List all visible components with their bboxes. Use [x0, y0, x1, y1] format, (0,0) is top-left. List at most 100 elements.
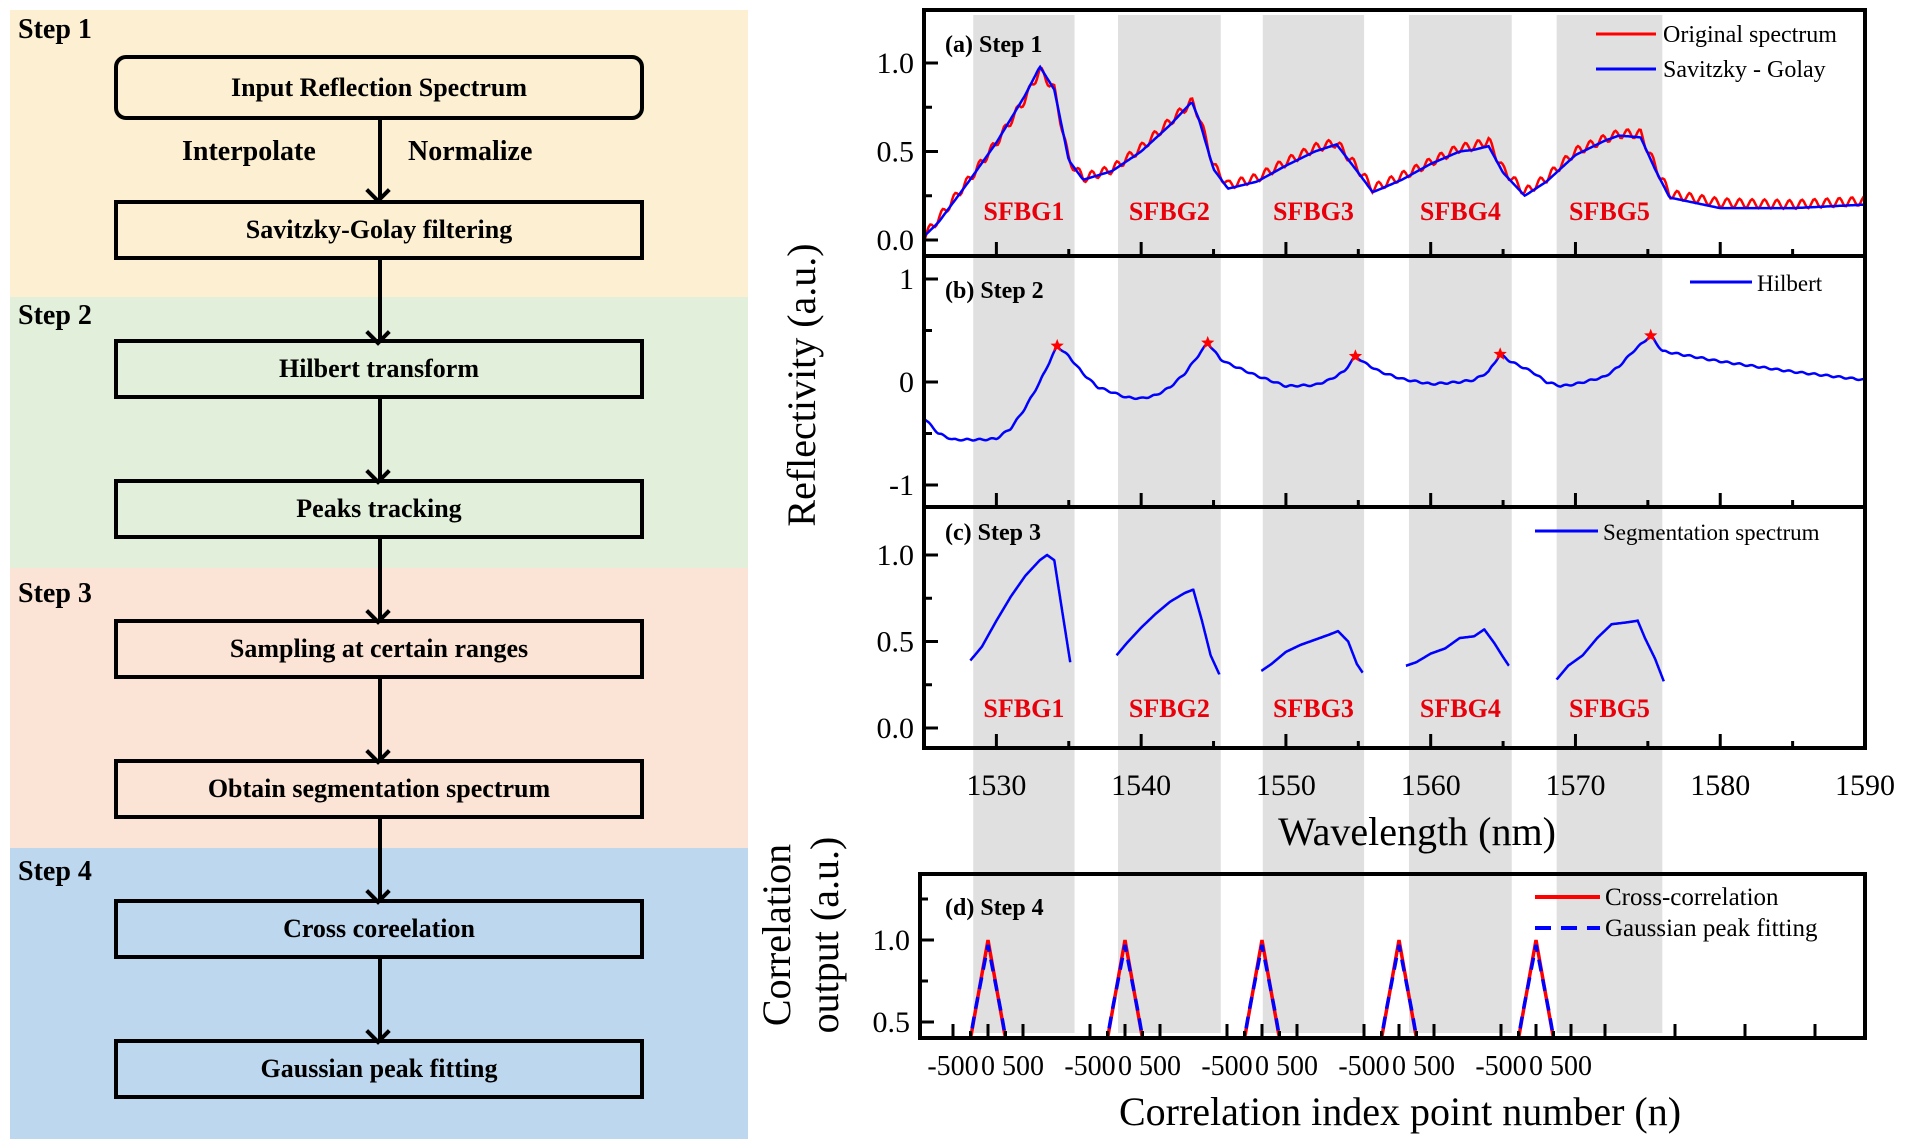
legend-cross-correlation: Cross-correlation — [1605, 884, 1779, 911]
y-axis-label-correlation-line2: output (a.u.) — [802, 837, 847, 1034]
text-layer: Reflectivity (a.u.) Wavelength (nm) Corr… — [754, 22, 1837, 1134]
y-axis-label-correlation-line1: Correlation — [754, 844, 799, 1026]
band-label-c-sfbg1: SFBG1 — [983, 694, 1064, 723]
band-label-c-sfbg3: SFBG3 — [1273, 694, 1354, 723]
x-tick-label-d: -500 — [927, 1051, 978, 1082]
x-tick-label-d: 500 — [1550, 1051, 1592, 1082]
highlight-bands — [973, 15, 1663, 1033]
y-axis-label-correlation: Correlation output (a.u.) — [754, 837, 847, 1034]
input-reflection-spectrum-box: Input Reflection Spectrum — [114, 55, 644, 120]
x-tick-label: 1560 — [1401, 769, 1461, 802]
x-tick-label-d: 500 — [1413, 1051, 1455, 1082]
flowchart: Step 1 Step 2 Step 3 Step 4 Input Reflec… — [0, 0, 760, 1143]
peak-star-marker — [1050, 338, 1064, 352]
legend-lines — [1535, 32, 1752, 930]
band-label-a-sfbg1: SFBG1 — [983, 197, 1064, 226]
panel-a-title: (a) Step 1 — [945, 32, 1042, 58]
normalize-label: Normalize — [408, 136, 533, 167]
series-c-segment-sfbg1 — [969, 553, 1072, 663]
peak-star-marker — [1493, 347, 1507, 360]
x-tick-label: 1580 — [1690, 769, 1750, 802]
y-tick-label-b: -1 — [889, 469, 914, 502]
x-tick-label-d: -500 — [1201, 1051, 1252, 1082]
band-label-c-sfbg5: SFBG5 — [1569, 694, 1650, 723]
savitzky-golay-box: Savitzky-Golay filtering — [114, 200, 644, 260]
x-tick-label: 1530 — [966, 769, 1026, 802]
frame-layer: 1530 1540 1550 1560 1570 1580 1590 0.0 0.5 1.0 -1 0… — [873, 8, 1895, 1082]
series-c-segment-sfbg3 — [1260, 629, 1364, 674]
y-tick-label-c: 0.5 — [877, 626, 915, 659]
x-axis-label-wavelength: Wavelength (nm) — [1278, 809, 1556, 854]
x-tick-label: 1570 — [1545, 769, 1605, 802]
hilbert-transform-box: Hilbert transform — [114, 339, 644, 399]
plot-frame-abc — [922, 8, 1867, 750]
y-tick-label-d: 1.0 — [873, 924, 911, 957]
y-tick-label-a: 0.0 — [877, 224, 915, 257]
interpolate-label: Interpolate — [182, 136, 316, 167]
series-d-cross-correlation-2 — [1105, 939, 1145, 1038]
peak-star-marker — [1644, 328, 1658, 342]
arrow-3 — [378, 399, 382, 479]
arrow-1 — [378, 120, 382, 198]
legend-segmentation-spectrum: Segmentation spectrum — [1603, 520, 1820, 545]
x-tick-label-d: 500 — [1002, 1051, 1044, 1082]
arrow-7 — [378, 959, 382, 1039]
arrow-2 — [378, 260, 382, 340]
series-c-segment-sfbg5 — [1555, 619, 1665, 682]
y-tick-label-d: 0.5 — [873, 1006, 911, 1039]
y-tick-label-b: 1 — [899, 263, 914, 296]
y-tick-label-a: 0.5 — [877, 136, 915, 169]
step-3-label: Step 3 — [18, 578, 92, 609]
band-label-a-sfbg2: SFBG2 — [1129, 197, 1210, 226]
cross-correlation-box: Cross coreelation — [114, 899, 644, 959]
arrow-5 — [378, 679, 382, 759]
series-a-savitzky-golay — [923, 64, 1866, 238]
series-c-segment-sfbg4 — [1405, 628, 1510, 667]
x-tick-label: 1540 — [1111, 769, 1171, 802]
band-label-c-sfbg4: SFBG4 — [1420, 694, 1501, 723]
x-tick-label-d: -500 — [1338, 1051, 1389, 1082]
panel-c-title: (c) Step 3 — [945, 520, 1041, 546]
peaks-tracking-box: Peaks tracking — [114, 479, 644, 539]
band-label-a-sfbg5: SFBG5 — [1569, 197, 1650, 226]
segmentation-spectrum-box: Obtain segmentation spectrum — [114, 759, 644, 819]
x-tick-label-d: 0 — [1529, 1051, 1543, 1082]
y-tick-label-b: 0 — [899, 366, 914, 399]
highlight-band-sfbg3 — [1262, 15, 1365, 1033]
legend-hilbert: Hilbert — [1757, 271, 1823, 296]
highlight-band-sfbg4 — [1408, 15, 1512, 1033]
y-axis-label-reflectivity: Reflectivity (a.u.) — [779, 243, 824, 526]
x-tick-label: 1550 — [1256, 769, 1316, 802]
x-axis-label-correlation: Correlation index point number (n) — [1119, 1089, 1681, 1134]
peak-star-marker — [1201, 335, 1215, 349]
gaussian-peak-fitting-box: Gaussian peak fitting — [114, 1039, 644, 1099]
x-tick-label-d: 0 — [981, 1051, 995, 1082]
legend-savitzky-golay: Savitzky - Golay — [1663, 57, 1826, 83]
highlight-band-sfbg5 — [1556, 15, 1663, 1033]
y-tick-label-c: 0.0 — [877, 712, 915, 745]
series-b-hilbert — [923, 334, 1866, 442]
step-2-label: Step 2 — [18, 300, 92, 331]
step-1-label: Step 1 — [18, 14, 92, 45]
panel-b-title: (b) Step 2 — [945, 278, 1044, 304]
y-tick-label-a: 1.0 — [877, 47, 915, 80]
x-tick-label-d: -500 — [1475, 1051, 1526, 1082]
panel-d-title: (d) Step 4 — [945, 895, 1044, 921]
band-label-a-sfbg3: SFBG3 — [1273, 197, 1354, 226]
series-c-segment-sfbg2 — [1115, 588, 1221, 675]
x-tick-label-d: 0 — [1392, 1051, 1406, 1082]
x-tick-label-d: 500 — [1276, 1051, 1318, 1082]
peak-star-marker — [1348, 349, 1363, 362]
legend-gaussian-peak-fitting: Gaussian peak fitting — [1605, 915, 1818, 942]
band-label-c-sfbg2: SFBG2 — [1129, 694, 1210, 723]
x-tick-label: 1590 — [1835, 769, 1895, 802]
x-tick-label-d: 500 — [1139, 1051, 1181, 1082]
highlight-band-sfbg1 — [973, 15, 1075, 1033]
series-d-cross-correlation-4 — [1379, 939, 1419, 1038]
plot-frame-d — [918, 872, 1867, 1040]
y-tick-label-c: 1.0 — [877, 539, 915, 572]
x-tick-label-d: 0 — [1118, 1051, 1132, 1082]
highlight-band-sfbg2 — [1117, 15, 1221, 1033]
x-tick-label-d: 0 — [1255, 1051, 1269, 1082]
